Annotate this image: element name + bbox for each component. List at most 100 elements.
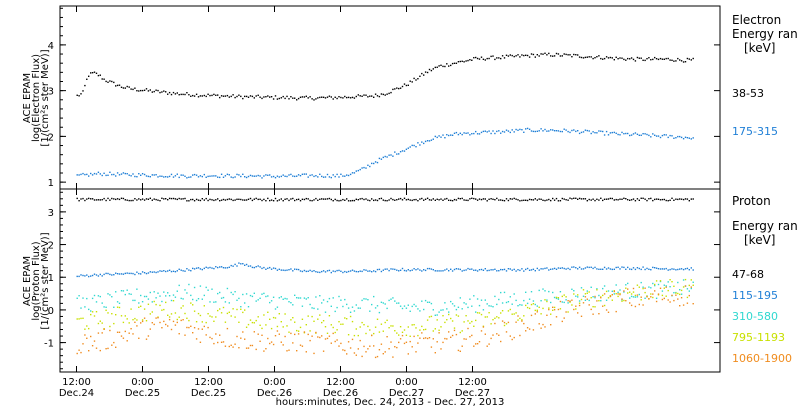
data-point xyxy=(440,348,442,350)
data-point xyxy=(363,269,365,271)
data-point xyxy=(132,199,134,202)
data-point xyxy=(509,296,511,298)
data-point xyxy=(251,95,254,98)
data-point xyxy=(521,304,523,306)
data-point xyxy=(373,295,375,298)
data-point xyxy=(625,268,627,270)
data-point xyxy=(378,349,381,351)
data-point xyxy=(677,298,679,300)
data-point xyxy=(503,200,506,202)
data-point xyxy=(140,305,142,307)
data-point xyxy=(91,345,94,347)
data-point xyxy=(242,293,244,296)
data-point xyxy=(195,198,198,201)
data-point xyxy=(675,269,677,271)
data-point xyxy=(411,324,413,326)
data-point xyxy=(180,307,182,309)
data-point xyxy=(180,297,182,300)
data-point xyxy=(357,169,359,172)
data-point xyxy=(122,172,125,174)
data-point xyxy=(149,197,151,199)
data-point xyxy=(140,294,142,297)
data-point xyxy=(292,97,294,99)
data-point xyxy=(461,270,463,272)
data-point xyxy=(642,304,644,306)
data-point xyxy=(680,198,683,200)
data-point xyxy=(284,198,286,200)
data-point xyxy=(609,132,612,134)
data-point xyxy=(513,268,515,271)
data-point xyxy=(122,337,125,339)
data-point xyxy=(95,199,98,201)
data-point xyxy=(111,274,113,276)
data-point xyxy=(398,334,400,336)
data-point xyxy=(224,345,227,347)
data-point xyxy=(684,268,687,270)
data-point xyxy=(509,268,511,270)
data-point xyxy=(178,284,180,287)
data-point xyxy=(101,275,103,277)
proton-legend: Proton Energy ran [keV] 47-68 115-195 31… xyxy=(732,194,798,365)
data-point xyxy=(140,322,142,324)
data-point xyxy=(407,304,409,306)
data-point xyxy=(480,299,483,301)
data-point xyxy=(86,274,88,276)
data-point xyxy=(136,176,138,178)
data-point xyxy=(552,197,554,200)
data-point xyxy=(655,198,658,200)
data-point xyxy=(494,58,496,61)
data-point xyxy=(344,317,346,319)
data-point xyxy=(423,199,425,201)
data-point xyxy=(174,324,177,326)
data-point xyxy=(90,275,92,277)
data-point xyxy=(91,198,94,200)
data-point xyxy=(93,71,96,73)
data-point xyxy=(546,130,548,132)
data-point xyxy=(242,97,244,100)
data-point xyxy=(596,268,598,270)
data-point xyxy=(519,317,521,320)
data-point xyxy=(480,268,483,271)
data-point xyxy=(334,340,336,343)
data-point xyxy=(86,325,88,327)
data-point xyxy=(113,322,115,325)
data-point xyxy=(440,136,442,138)
data-point xyxy=(654,198,656,201)
data-point xyxy=(305,351,307,353)
data-point xyxy=(586,290,588,292)
data-point xyxy=(336,339,338,341)
data-point xyxy=(232,346,234,348)
data-point xyxy=(690,267,692,269)
data-point xyxy=(105,309,107,311)
data-point xyxy=(265,96,267,98)
data-point xyxy=(324,271,327,273)
data-point xyxy=(380,93,383,95)
data-point xyxy=(459,132,461,134)
data-point xyxy=(95,347,98,349)
data-point xyxy=(405,199,408,201)
data-point xyxy=(448,331,450,333)
data-point xyxy=(311,98,313,100)
data-point xyxy=(116,301,119,303)
data-point xyxy=(559,267,562,269)
data-point xyxy=(270,96,273,98)
data-point xyxy=(673,268,675,270)
data-point xyxy=(629,291,631,293)
data-point xyxy=(505,198,508,200)
data-point xyxy=(507,301,510,303)
data-point xyxy=(284,313,286,315)
data-point xyxy=(332,174,334,176)
data-point xyxy=(103,78,105,80)
data-point xyxy=(465,269,467,271)
data-point xyxy=(270,341,273,343)
data-point xyxy=(434,270,436,272)
data-point xyxy=(313,307,315,310)
data-point xyxy=(588,198,590,201)
data-point xyxy=(478,269,481,271)
data-point xyxy=(511,313,513,315)
data-point xyxy=(290,173,292,176)
data-point xyxy=(317,308,319,310)
data-point xyxy=(692,284,694,286)
data-point xyxy=(577,296,579,298)
data-point xyxy=(563,301,565,304)
